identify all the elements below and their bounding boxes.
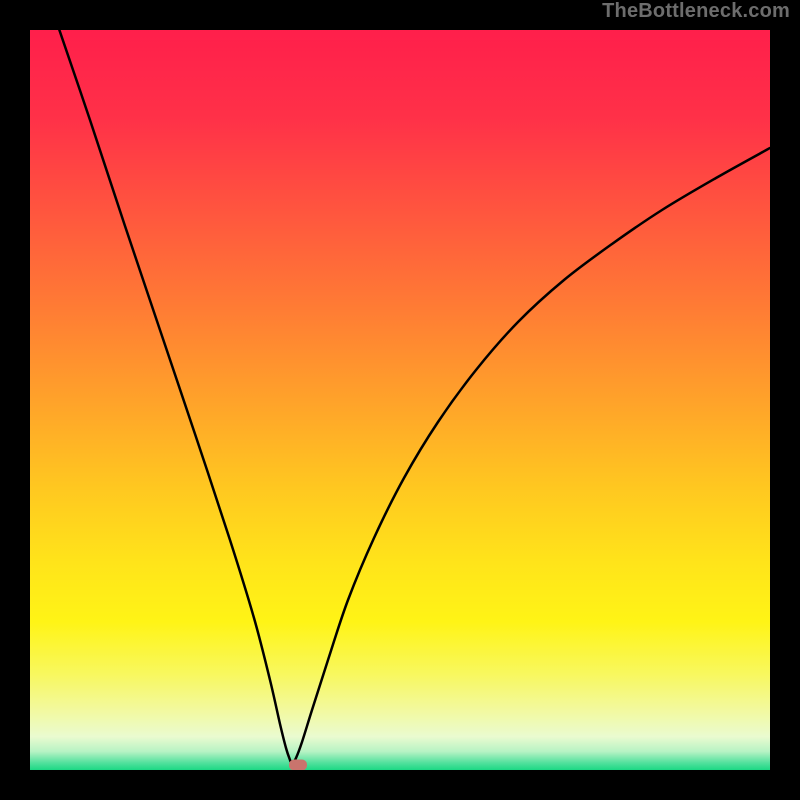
optimum-marker [289,760,307,771]
bottleneck-chart [30,30,770,770]
watermark-text: TheBottleneck.com [602,0,790,23]
gradient-background [30,30,770,770]
chart-frame: TheBottleneck.com [0,0,800,800]
